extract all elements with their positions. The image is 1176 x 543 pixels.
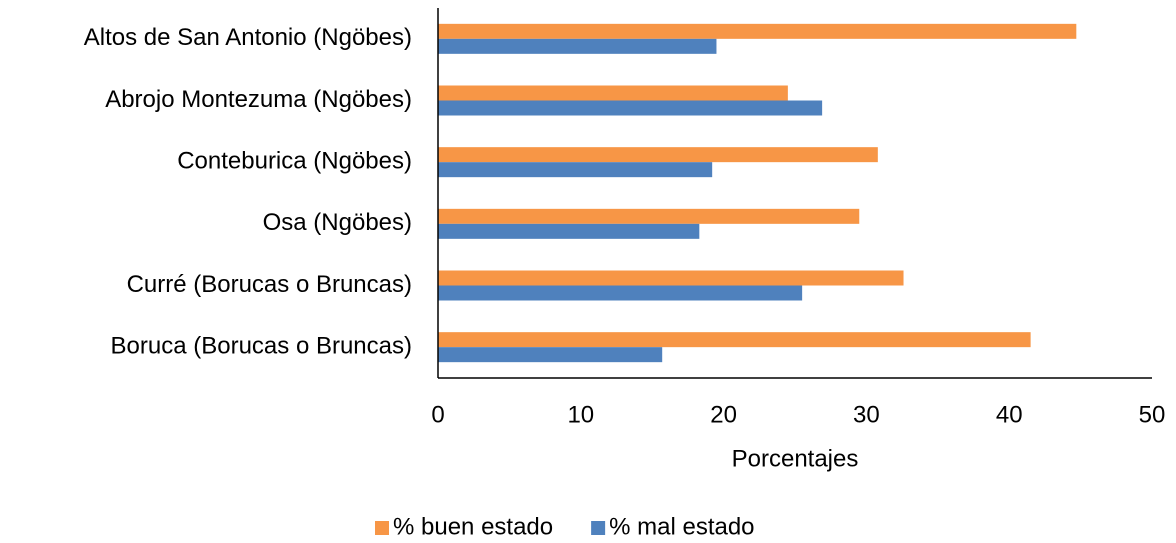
bar [438, 332, 1031, 348]
bar [438, 270, 904, 286]
bar [438, 285, 803, 301]
x-tick-label: 30 [853, 401, 880, 428]
legend-swatch [375, 521, 389, 535]
bar [438, 223, 700, 239]
y-tick-label: Osa (Ngöbes) [263, 209, 412, 236]
x-axis-label: Porcentajes [732, 445, 859, 472]
x-tick-label: 10 [567, 401, 594, 428]
legend-label: % buen estado [393, 513, 553, 540]
x-tick-label: 50 [1139, 401, 1166, 428]
y-tick-label: Boruca (Borucas o Bruncas) [111, 333, 412, 360]
x-tick-label: 0 [431, 401, 444, 428]
bar [438, 38, 717, 54]
bar [438, 23, 1077, 39]
x-tick-label: 20 [710, 401, 737, 428]
bar [438, 100, 823, 116]
bar [438, 208, 860, 224]
y-tick-label: Abrojo Montezuma (Ngöbes) [105, 86, 412, 113]
bar [438, 147, 878, 163]
x-tick-label: 40 [996, 401, 1023, 428]
bar [438, 162, 713, 178]
y-tick-label: Altos de San Antonio (Ngöbes) [84, 24, 412, 51]
bar [438, 85, 788, 101]
legend-swatch [591, 521, 606, 535]
bar [438, 347, 663, 363]
y-tick-label: Conteburica (Ngöbes) [177, 148, 412, 175]
y-tick-label: Curré (Borucas o Bruncas) [127, 271, 412, 298]
legend-label: % mal estado [609, 513, 754, 540]
